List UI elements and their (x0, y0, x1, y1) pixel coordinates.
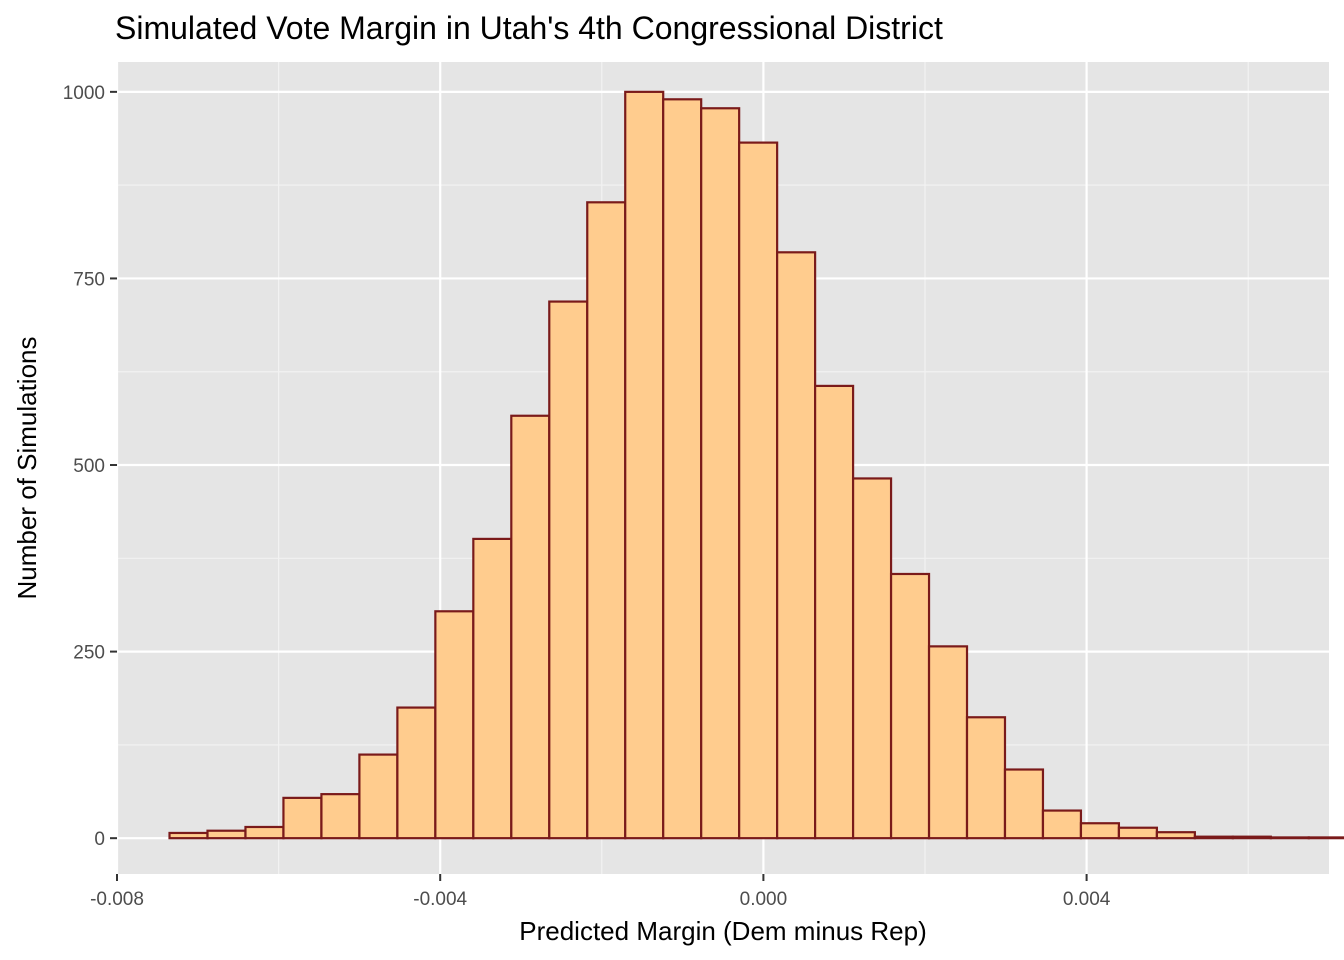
histogram-bar (776, 251, 817, 840)
histogram-bar (1231, 835, 1272, 840)
x-tick-label: 0.000 (740, 889, 788, 910)
y-tick-label: 1000 (63, 83, 105, 104)
histogram-bar (965, 716, 1007, 840)
histogram-bar (1269, 836, 1310, 840)
histogram-bar (396, 706, 437, 840)
histogram-bar (510, 414, 551, 840)
histogram-bar (1193, 835, 1234, 840)
histogram-bar (472, 537, 513, 840)
y-tick-label: 750 (73, 269, 105, 290)
x-tick-label: -0.008 (90, 889, 144, 910)
histogram-bar (927, 645, 969, 840)
x-axis: -0.008 -0.004 0.000 0.004 (90, 874, 1111, 910)
histogram-bar (1155, 831, 1196, 840)
x-tick-label: -0.004 (413, 889, 467, 910)
histogram-bar (168, 831, 209, 840)
histogram-bar (624, 90, 665, 840)
y-tick-label: 500 (73, 456, 105, 477)
y-axis: 0 250 500 750 1000 (63, 83, 117, 850)
histogram-bar (738, 141, 779, 840)
histogram-bar (434, 610, 475, 840)
histogram-bar (282, 796, 323, 840)
histogram-bar (586, 201, 627, 840)
y-axis-title: Number of Simulations (12, 337, 42, 600)
histogram-bar (244, 825, 285, 840)
x-tick-label: 0.004 (1063, 889, 1111, 910)
chart-title: Simulated Vote Margin in Utah's 4th Cong… (115, 10, 943, 46)
histogram-bar (662, 98, 703, 840)
y-tick-label: 250 (73, 643, 105, 664)
histogram-bar (1041, 809, 1083, 840)
histogram-bar (851, 477, 893, 840)
x-axis-title: Predicted Margin (Dem minus Rep) (519, 916, 926, 946)
histogram-bar (548, 300, 589, 840)
histogram-bars (168, 90, 1344, 840)
histogram-bar (700, 107, 741, 840)
histogram-bar (206, 829, 247, 840)
histogram-bar (1079, 822, 1121, 840)
histogram-bar (1003, 768, 1045, 840)
histogram-bar (814, 384, 855, 840)
histogram-bar (320, 793, 361, 840)
y-tick-label: 0 (94, 829, 105, 850)
histogram-bar (1117, 826, 1158, 840)
histogram-bar (889, 572, 931, 840)
histogram-bar (1307, 836, 1344, 840)
histogram-bar (358, 753, 399, 840)
